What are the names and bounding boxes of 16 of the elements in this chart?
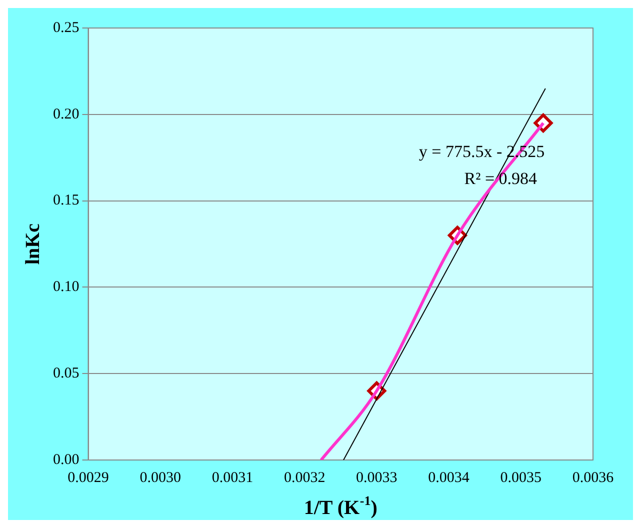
y-axis-title: lnKc (22, 223, 44, 265)
x-tick-label: 0.0029 (68, 470, 109, 486)
x-tick-label: 0.0030 (140, 470, 181, 486)
x-tick-label: 0.0033 (356, 470, 398, 486)
y-tick-label: 0.25 (53, 20, 80, 36)
x-tick-label: 0.0032 (284, 470, 326, 486)
annotation: R² = 0.984 (464, 169, 538, 188)
x-tick-label: 0.0034 (428, 470, 470, 486)
y-tick-label: 0.05 (53, 366, 80, 382)
y-tick-label: 0.20 (53, 106, 80, 122)
y-tick-label: 0.10 (53, 279, 80, 296)
x-tick-label: 0.0031 (212, 470, 254, 486)
y-tick-label: 0.15 (53, 192, 80, 209)
x-tick-label: 0.0036 (572, 470, 614, 486)
x-tick-label: 0.0035 (500, 470, 542, 486)
y-tick-label: 0.00 (53, 452, 80, 468)
